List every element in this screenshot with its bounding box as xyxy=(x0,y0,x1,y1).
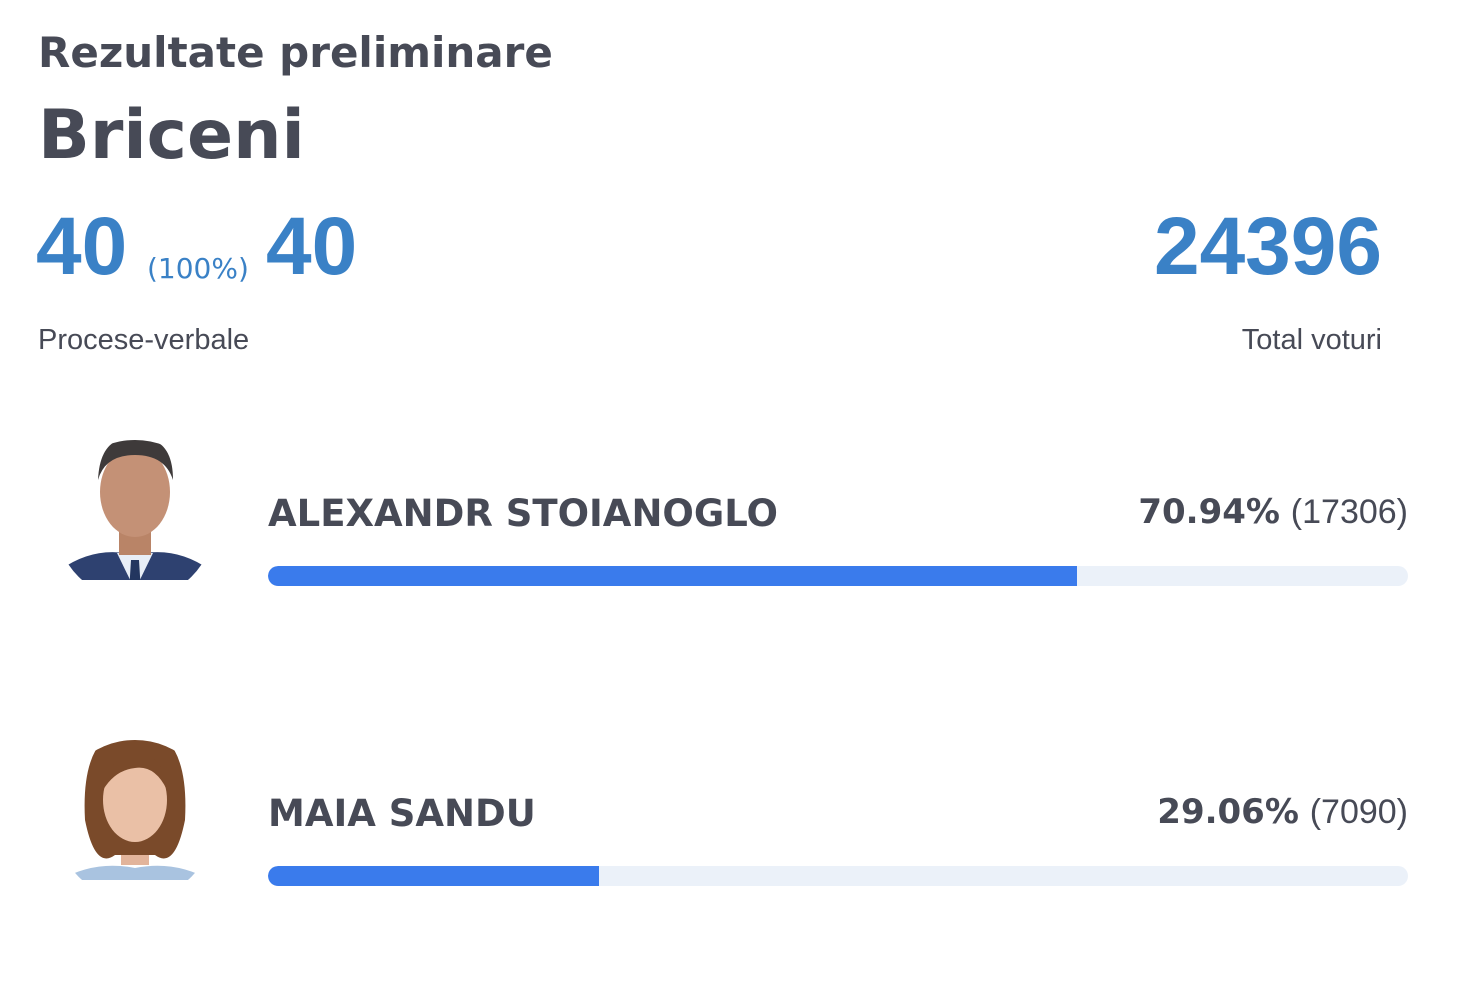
bar-track xyxy=(268,866,1408,886)
bar xyxy=(268,566,1077,586)
candidate-score: 29.06% (7090) xyxy=(1157,792,1408,832)
bar xyxy=(268,866,600,886)
page: Rezultate preliminare Briceni 40 (100%) … xyxy=(0,28,1466,886)
candidate-score: 70.94% (17306) xyxy=(1138,492,1408,532)
total-reports: 40 xyxy=(266,201,358,292)
candidate-photo xyxy=(55,740,215,880)
title: Rezultate preliminare xyxy=(38,28,553,77)
candidate-name: MAIA SANDU xyxy=(268,792,536,835)
percent-label: 70.94% xyxy=(1138,492,1280,532)
reports-label: Procese-verbale xyxy=(38,324,250,356)
candidate-row: ALEXANDR STOIANOGLO 70.94% (17306) xyxy=(0,408,1466,708)
processed-pct: (100%) xyxy=(147,252,249,285)
votes-label: (7090) xyxy=(1309,793,1408,831)
votes-label: Total voturi xyxy=(1241,324,1382,356)
bar-track xyxy=(268,566,1408,586)
percent-label: 29.06% xyxy=(1157,792,1299,832)
votes-label: (17306) xyxy=(1290,493,1408,531)
processed: 40 xyxy=(36,201,128,292)
candidate-name: ALEXANDR STOIANOGLO xyxy=(268,492,778,535)
region: Briceni xyxy=(38,96,305,175)
total-votes: 24396 xyxy=(1153,201,1382,292)
candidate-row: MAIA SANDU 29.06% (7090) xyxy=(0,708,1466,1008)
candidate-photo xyxy=(55,440,215,580)
